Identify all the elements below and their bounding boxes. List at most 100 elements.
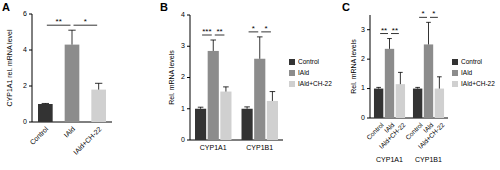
panel: BRel. mRNA levels01234CYP1A1CYP1B1******… — [160, 1, 332, 151]
y-tick — [187, 77, 190, 78]
error-bar-cap — [437, 76, 442, 77]
significance-label: * — [265, 24, 268, 33]
y-tick-label: 0 — [181, 136, 185, 143]
error-bar-cap — [42, 103, 49, 104]
error-bar — [223, 87, 229, 92]
y-tick — [187, 108, 190, 109]
panel: CRel. mRNA levels0123ControlControlIAldI… — [342, 1, 495, 163]
x-tick-label: IAld — [63, 125, 77, 139]
y-tick-label: 4 — [23, 46, 27, 53]
error-bar — [198, 107, 204, 109]
bar — [65, 45, 80, 122]
bar — [254, 59, 265, 140]
legend-swatch — [452, 81, 458, 87]
panel-title: B — [160, 1, 168, 13]
error-bar — [68, 30, 75, 44]
error-bar — [437, 77, 442, 89]
y-tick-label: 2 — [23, 82, 27, 89]
y-tick-label: 1 — [361, 84, 365, 91]
x-tick-label: CYP1A1 — [376, 156, 403, 163]
legend-swatch — [289, 70, 295, 76]
error-bar-cap — [387, 38, 392, 39]
y-tick — [367, 29, 370, 30]
error-bar-cap — [210, 40, 216, 41]
error-bar-cap — [198, 107, 204, 108]
error-bar-cap — [398, 72, 403, 73]
legend-swatch — [289, 81, 295, 87]
y-tick — [29, 122, 32, 123]
error-bar-stem — [389, 39, 390, 49]
significance-label: * — [422, 9, 425, 18]
error-bar-cap — [376, 87, 381, 88]
y-tick — [187, 46, 190, 47]
legend-label: Control — [298, 58, 320, 65]
error-bar — [244, 107, 250, 109]
error-bar-stem — [439, 77, 440, 89]
bar-label: IAld+CH-22 — [417, 121, 446, 150]
error-bar-stem — [272, 92, 273, 101]
y-tick — [29, 14, 32, 15]
legend-label: IAld+CH-22 — [461, 80, 495, 87]
y-tick-label: 6 — [23, 10, 27, 17]
error-bar — [95, 83, 102, 89]
x-tick-label: IAld+CH-22 — [72, 125, 103, 156]
x-tick-label: Control — [29, 125, 50, 146]
y-tick-label: 2 — [181, 73, 185, 80]
bar — [374, 89, 383, 118]
error-bar-stem — [428, 22, 429, 44]
error-bar-cap — [68, 30, 75, 31]
y-tick — [187, 140, 190, 141]
plot-area — [374, 22, 444, 118]
legend-label: Control — [461, 58, 483, 65]
bar-label: Control — [365, 121, 385, 141]
x-tick-label: CYP1B1 — [246, 144, 273, 151]
y-tick-label: 0 — [361, 114, 365, 121]
y-tick-label: 4 — [181, 11, 185, 18]
bar — [38, 104, 53, 122]
error-bar — [426, 22, 431, 44]
error-bar-stem — [225, 87, 226, 92]
y-tick — [29, 86, 32, 87]
y-tick-label: 0 — [23, 118, 27, 125]
bar — [396, 84, 405, 118]
error-bar-stem — [400, 72, 401, 84]
significance-label: * — [432, 9, 435, 18]
error-bar — [270, 92, 276, 101]
error-bar-cap — [426, 22, 431, 23]
significance-label: ** — [56, 17, 62, 26]
error-bar-cap — [95, 83, 102, 84]
legend: ControlIAldIAld+CH-22 — [289, 58, 332, 87]
significance-label: * — [84, 17, 87, 26]
x-tick-label: CYP1A1 — [200, 144, 227, 151]
error-bar-stem — [213, 40, 214, 51]
plot-area — [38, 30, 106, 122]
significance-label: ** — [392, 26, 398, 35]
plot-area — [195, 37, 278, 140]
significance-label: ** — [216, 27, 222, 36]
significance-label: *** — [202, 27, 211, 36]
error-bar-cap — [415, 87, 420, 88]
bar — [91, 90, 106, 122]
legend-swatch — [289, 59, 295, 65]
x-tick-label: CYP1B1 — [415, 156, 442, 163]
error-bar — [415, 87, 420, 88]
error-bar-stem — [98, 83, 99, 89]
figure: ACYP1A1 rel. mRNA level0246ControlIAldIA… — [0, 0, 500, 170]
error-bar — [210, 40, 216, 51]
error-bar-stem — [72, 30, 73, 44]
error-bar — [42, 103, 49, 105]
error-bar — [257, 37, 263, 59]
significance-label: ** — [381, 26, 387, 35]
legend-label: IAld — [298, 69, 310, 76]
y-tick — [367, 59, 370, 60]
error-bar-cap — [244, 106, 250, 107]
y-axis-label: Rel. mRNA levels — [350, 39, 357, 94]
error-bar-stem — [259, 37, 260, 59]
panel-title: C — [342, 1, 350, 13]
error-bar-cap — [223, 86, 229, 87]
y-axis-label: Rel. mRNA levels — [168, 50, 175, 105]
bar — [435, 89, 444, 118]
bar — [220, 92, 231, 140]
y-axis-label: CYP1A1 rel. mRNA level — [6, 29, 13, 106]
bar — [242, 109, 253, 140]
